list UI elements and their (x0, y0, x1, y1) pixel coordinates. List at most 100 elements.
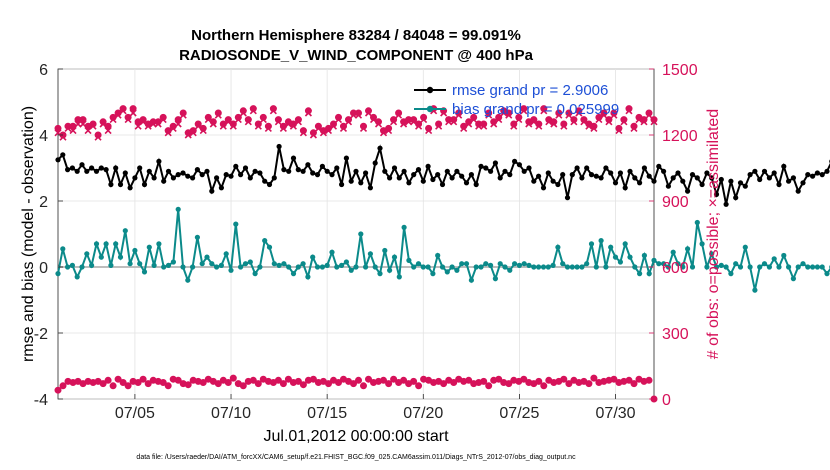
bias-point (353, 264, 359, 270)
rmse-point (348, 178, 354, 184)
obs-assimilated-point (179, 111, 187, 119)
obs-assimilated-stroke (530, 118, 538, 126)
bias-point (459, 261, 465, 267)
obs-assimilated-stroke (159, 116, 167, 124)
bias-point (415, 261, 422, 267)
obs-assimilated-point (79, 120, 87, 128)
rmse-point (300, 168, 306, 174)
rmse-point (310, 170, 316, 176)
obs-assimilated-point (650, 118, 658, 126)
obs-possible_low-point (385, 380, 393, 388)
bias-point (300, 261, 306, 267)
bias-point (69, 262, 75, 268)
bias-point (305, 274, 311, 280)
bias-point (531, 264, 537, 270)
obs-assimilated-stroke (269, 107, 277, 115)
x-tick-label: 07/10 (211, 405, 251, 422)
obs-assimilated-point (570, 118, 578, 126)
rmse-point (247, 175, 253, 181)
rmse-point (257, 170, 263, 176)
obs-assimilated-point (560, 122, 568, 130)
bias-point (161, 264, 167, 270)
rmse-point (218, 185, 224, 191)
bias-point (617, 259, 624, 265)
obs-assimilated-stroke (615, 127, 623, 135)
obs-assimilated-point (209, 120, 217, 128)
obs-assimilated-point (294, 118, 302, 126)
obs-assimilated-stroke (319, 129, 328, 137)
obs-assimilated-stroke (259, 116, 267, 124)
rmse-point (156, 158, 162, 164)
chart-subtitle: RADIOSONDE_V_WIND_COMPONENT @ 400 hPa (179, 47, 534, 64)
obs-assimilated-point (555, 111, 563, 119)
obs-possible_low-point (184, 381, 192, 389)
bias-point (377, 271, 383, 277)
rmse-point (305, 162, 311, 168)
bias-point (363, 264, 369, 270)
bias-point (497, 261, 503, 267)
bias-point (747, 264, 753, 270)
x-axis-ticks: 07/05 07/10 07/15 07/20 07/25 07/30 (115, 394, 636, 422)
obs-assimilated-stroke (264, 124, 272, 132)
bias-point (262, 238, 268, 244)
obs-assimilated-point (364, 109, 373, 117)
obs-possible_low-point (365, 375, 372, 383)
rmse-point (564, 195, 571, 201)
bias-point (122, 228, 128, 234)
rmse-point (511, 158, 518, 164)
obs-assimilated-stroke (194, 122, 202, 130)
rmse-point (228, 173, 234, 179)
bias-point (401, 224, 407, 230)
x-tick-label: 07/20 (403, 405, 443, 422)
rmse-point (113, 165, 119, 171)
obs-assimilated-stroke (294, 118, 302, 126)
bias-point (488, 262, 494, 268)
rmse-point (747, 172, 753, 178)
rmse-point (387, 175, 393, 181)
obs-assimilated-point (450, 118, 458, 126)
bias-point (113, 241, 119, 247)
rmse-point (488, 168, 494, 174)
rmse-point (459, 173, 465, 179)
bias-point (180, 264, 186, 270)
bias-point (733, 261, 739, 267)
bias-point (391, 254, 398, 260)
obs-assimilated-stroke (555, 111, 563, 119)
rmse-point (661, 168, 667, 174)
rmse-point (545, 170, 551, 176)
bias-point (536, 264, 542, 270)
obs-assimilated-stroke (274, 118, 282, 126)
obs-assimilated-point (500, 109, 508, 117)
rmse-point (98, 165, 104, 171)
obs-assimilated-point (99, 120, 107, 128)
obs-assimilated-stroke (635, 116, 643, 124)
rmse-point (252, 168, 258, 174)
rmse-point (204, 168, 210, 174)
bias-point (689, 264, 696, 270)
rmse-point (194, 167, 200, 173)
y2-tick-label: 0 (662, 392, 671, 409)
bias-point (463, 261, 470, 267)
rmse-point (223, 172, 229, 178)
bias-point (137, 261, 143, 267)
obs-assimilated-point (585, 122, 593, 130)
rmse-point (646, 173, 652, 179)
obs-possible_low-point (229, 374, 237, 382)
bias-point (93, 241, 100, 247)
obs-assimilated-stroke (214, 111, 222, 119)
bias-point (800, 261, 806, 267)
bias-point (699, 241, 705, 247)
rmse-point (694, 175, 700, 181)
obs-assimilated-point (600, 111, 608, 119)
y2-axis-label: # of obs: o=possible; ×=assimilated (705, 109, 722, 359)
obs-assimilated-point (630, 124, 638, 132)
bias-point (79, 264, 85, 270)
bias-point (233, 221, 239, 227)
bias-point (329, 249, 335, 255)
rmse-point (151, 175, 157, 181)
rmse-point (483, 165, 489, 171)
y2-tick-label: 300 (662, 326, 689, 343)
rmse-point (680, 178, 686, 184)
obs-assimilated-point (344, 118, 353, 126)
